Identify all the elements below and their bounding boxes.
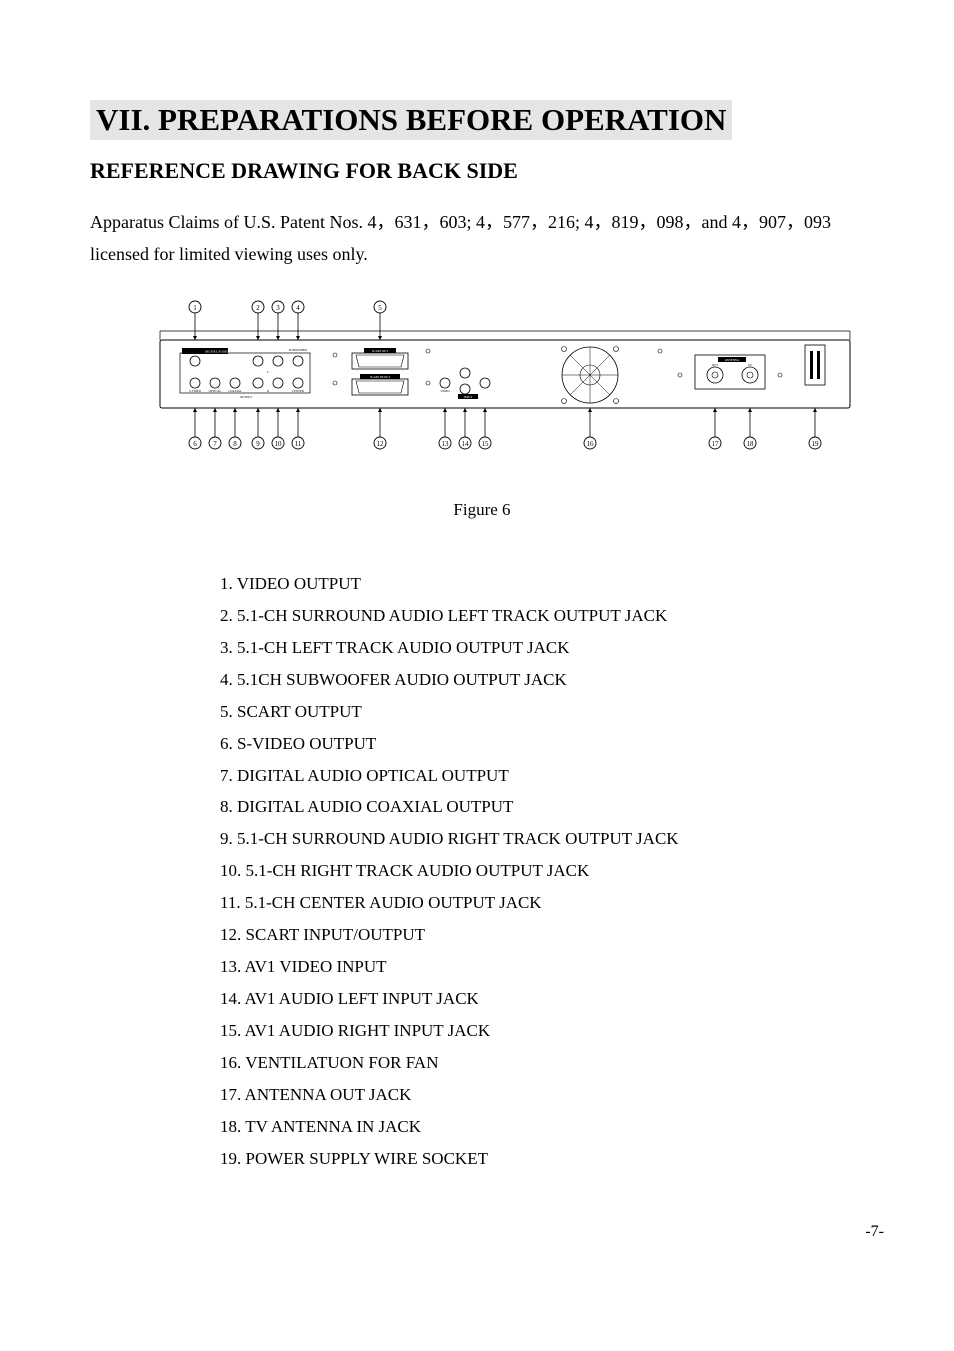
figure-caption: Figure 6 [90,500,874,520]
svg-text:15: 15 [482,440,490,448]
legend-item: 5. SCART OUTPUT [220,696,874,728]
label-l: L [267,370,269,374]
label-subwoofer: SUBWOOFER [289,348,308,352]
label-ant-in: IN [748,363,752,367]
legend-item: 13. AV1 VIDEO INPUT [220,951,874,983]
label-optical: OPTICAL [209,389,222,393]
legend-item: 16. VENTILATUON FOR FAN [220,1047,874,1079]
label-digital-audio-out: DIGITAL AUDIO OUT [205,349,236,353]
legend-item: 10. 5.1-CH RIGHT TRACK AUDIO OUTPUT JACK [220,855,874,887]
label-coaxial: COAXIAL [228,389,242,393]
legend-item: 6. S-VIDEO OUTPUT [220,728,874,760]
svg-text:16: 16 [587,440,595,448]
legend-list: 1. VIDEO OUTPUT2. 5.1-CH SURROUND AUDIO … [220,568,874,1175]
svg-text:17: 17 [712,440,720,448]
svg-text:19: 19 [812,440,820,448]
legend-item: 14. AV1 AUDIO LEFT INPUT JACK [220,983,874,1015]
legend-item: 19. POWER SUPPLY WIRE SOCKET [220,1143,874,1175]
label-r: R [267,389,269,393]
legend-item: 4. 5.1CH SUBWOOFER AUDIO OUTPUT JACK [220,664,874,696]
label-scart-out: SCART OUT [372,349,389,353]
svg-text:12: 12 [377,440,385,448]
legend-item: 8. DIGITAL AUDIO COAXIAL OUTPUT [220,791,874,823]
label-input: INPUT [464,395,473,399]
svg-text:2: 2 [256,304,260,312]
svg-text:9: 9 [256,440,260,448]
legend-item: 18. TV ANTENNA IN JACK [220,1111,874,1143]
patent-notice: Apparatus Claims of U.S. Patent Nos. 4，6… [90,206,874,271]
svg-text:8: 8 [233,440,237,448]
svg-text:3: 3 [276,304,280,312]
svg-text:14: 14 [462,440,470,448]
back-panel-svg: 12345 DIGITAL AUDIO OUT SUBWOOFER S-VIDE… [120,295,860,465]
page-number: -7- [865,1223,884,1241]
label-video-in: VIDEO [440,389,450,393]
label-antenna: ANTENNA [725,358,740,362]
legend-item: 17. ANTENNA OUT JACK [220,1079,874,1111]
legend-item: 12. SCART INPUT/OUTPUT [220,919,874,951]
subsection-title: REFERENCE DRAWING FOR BACK SIDE [90,158,874,184]
svg-text:5: 5 [378,304,382,312]
label-center: CENTER [292,389,304,393]
label-ant-out: OUT [712,363,718,367]
legend-item: 9. 5.1-CH SURROUND AUDIO RIGHT TRACK OUT… [220,823,874,855]
label-svideo: S-VIDEO [189,389,202,393]
legend-item: 2. 5.1-CH SURROUND AUDIO LEFT TRACK OUTP… [220,600,874,632]
label-output: OUTPUT [240,395,252,399]
figure-6-diagram: 12345 DIGITAL AUDIO OUT SUBWOOFER S-VIDE… [120,295,874,470]
svg-text:13: 13 [442,440,450,448]
svg-text:1: 1 [193,304,197,312]
legend-item: 1. VIDEO OUTPUT [220,568,874,600]
label-scart-inout: SCART IN/OUT [370,375,391,379]
svg-text:10: 10 [275,440,283,448]
legend-item: 11. 5.1-CH CENTER AUDIO OUTPUT JACK [220,887,874,919]
legend-item: 7. DIGITAL AUDIO OPTICAL OUTPUT [220,760,874,792]
legend-item: 3. 5.1-CH LEFT TRACK AUDIO OUTPUT JACK [220,632,874,664]
svg-text:11: 11 [295,440,302,448]
svg-text:4: 4 [296,304,300,312]
document-page: VII. PREPARATIONS BEFORE OPERATION REFER… [0,0,954,1351]
svg-text:7: 7 [213,440,217,448]
svg-text:18: 18 [747,440,755,448]
section-title: VII. PREPARATIONS BEFORE OPERATION [90,100,732,140]
legend-item: 15. AV1 AUDIO RIGHT INPUT JACK [220,1015,874,1047]
svg-text:6: 6 [193,440,197,448]
